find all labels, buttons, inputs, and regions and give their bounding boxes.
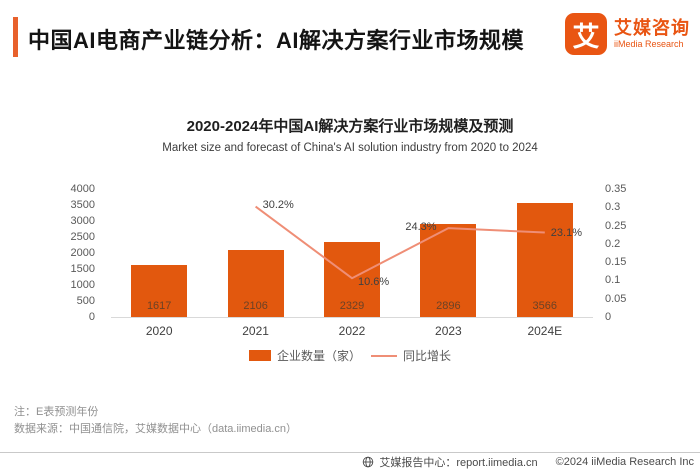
chart-title: 2020-2024年中国AI解决方案行业市场规模及预测 bbox=[186, 118, 514, 135]
axis-tick: 3500 bbox=[70, 199, 95, 211]
line-point-label: 24.3% bbox=[405, 221, 437, 234]
logo-name-cn: 艾媒咨询 bbox=[614, 18, 690, 39]
note-forecast: 注：E表预测年份 bbox=[14, 406, 99, 418]
growth-line bbox=[255, 205, 545, 280]
bar-value-label: 2896 bbox=[436, 300, 461, 312]
bar-2023: 2896 bbox=[420, 224, 477, 317]
legend-label: 同比增长 bbox=[403, 349, 452, 363]
chart-notes: 注：E表预测年份 数据来源：中国通信院，艾媒数据中心（data.iimedia.… bbox=[14, 404, 297, 438]
page-title: 中国AI电商产业链分析：AI解决方案行业市场规模 bbox=[28, 28, 525, 53]
axis-tick: 0.1 bbox=[605, 274, 621, 287]
axis-tick: 0.3 bbox=[605, 201, 621, 214]
x-axis: 2020 2021 2022 2023 2024E bbox=[111, 324, 593, 340]
axis-tick: 2500 bbox=[70, 231, 95, 243]
axis-tick: 0.35 bbox=[605, 183, 627, 195]
line-point-label: 10.6% bbox=[358, 276, 390, 289]
bar-2021: 2106 bbox=[227, 249, 284, 317]
axis-tick: 0 bbox=[605, 311, 612, 323]
axis-tick: 0.25 bbox=[605, 219, 627, 232]
axis-tick: 0.15 bbox=[605, 256, 627, 269]
line-point-label: 30.2% bbox=[262, 198, 294, 211]
bar-value-label: 3566 bbox=[532, 300, 558, 312]
legend-bar-swatch bbox=[248, 350, 271, 361]
axis-tick: 3000 bbox=[70, 215, 95, 227]
right-axis: 0 0.05 0.1 0.15 0.2 0.25 0.3 0.35 bbox=[599, 183, 659, 323]
axis-tick: 4000 bbox=[70, 183, 95, 195]
bar-2022: 2329 bbox=[324, 242, 380, 317]
line-point-label: 23.1% bbox=[550, 226, 582, 239]
x-label-2022: 2022 bbox=[338, 324, 366, 338]
x-label-2020: 2020 bbox=[145, 324, 173, 338]
axis-tick: 2000 bbox=[70, 247, 95, 259]
x-label-2021: 2021 bbox=[242, 324, 269, 338]
axis-tick: 0.05 bbox=[605, 292, 627, 305]
bar-2024E: 3566 bbox=[516, 202, 573, 317]
note-source: 数据来源：中国通信院，艾媒数据中心（data.iimedia.cn） bbox=[14, 423, 297, 435]
left-axis: 0 500 1000 1500 2000 2500 3000 3500 4000 bbox=[0, 183, 103, 323]
legend-line-swatch bbox=[371, 354, 397, 357]
legend: 企业数量（家） 同比增长 bbox=[0, 347, 700, 364]
title-accent-bar bbox=[13, 17, 18, 57]
x-label-2024E: 2024E bbox=[527, 324, 563, 338]
axis-tick: 0 bbox=[88, 311, 95, 323]
axis-tick: 1000 bbox=[70, 279, 95, 291]
logo-name-en: iiMedia Research bbox=[614, 39, 684, 50]
legend-item-bars: 企业数量（家） bbox=[248, 347, 361, 364]
globe-icon bbox=[362, 456, 374, 468]
chart-subtitle: Market size and forecast of China's AI s… bbox=[162, 142, 538, 154]
axis-tick: 0.2 bbox=[605, 237, 621, 250]
bar-value-label: 2329 bbox=[339, 300, 365, 312]
bar-value-label: 1617 bbox=[146, 300, 172, 312]
x-label-2023: 2023 bbox=[435, 324, 462, 338]
report-footer: 艾媒报告中心：report.iimedia.cn ©2024 iiMedia R… bbox=[0, 452, 700, 470]
axis-tick: 500 bbox=[76, 295, 95, 307]
bar-value-label: 2106 bbox=[243, 300, 268, 312]
legend-label: 企业数量（家） bbox=[276, 349, 361, 363]
plot-area: 1617 2106 2329 2896 3566 30.2% 10.6% 24.3% 23.1… bbox=[111, 189, 593, 318]
footer-report-center: 艾媒报告中心：report.iimedia.cn bbox=[379, 456, 538, 469]
bar-2020: 1617 bbox=[131, 265, 188, 317]
footer-copyright: ©2024 iiMedia Research Inc bbox=[555, 455, 694, 468]
legend-item-line: 同比增长 bbox=[371, 347, 451, 364]
iimedia-logo: 艾 艾媒咨询 iiMedia Research bbox=[565, 13, 690, 55]
iimedia-logo-icon: 艾 bbox=[565, 13, 607, 55]
axis-tick: 1500 bbox=[70, 263, 95, 275]
